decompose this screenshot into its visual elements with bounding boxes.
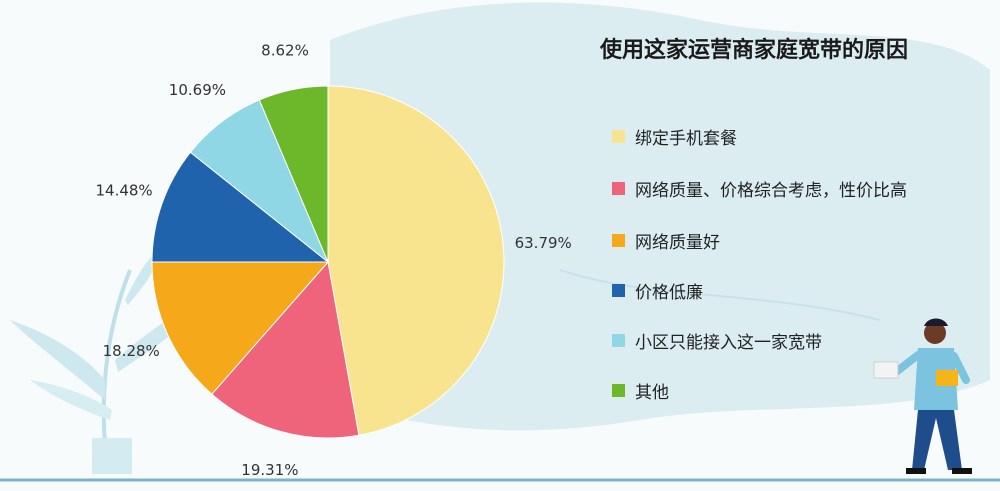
legend-item-quality: 网络质量好 — [612, 228, 720, 253]
pie-label-value: 19.31% — [241, 461, 298, 479]
legend-label: 价格低廉 — [635, 282, 703, 303]
legend-item-only-provider: 小区只能接入这一家宽带 — [612, 328, 822, 353]
legend-label: 网络质量、价格综合考虑，性价比高 — [635, 180, 907, 201]
legend-label: 其他 — [635, 382, 669, 403]
legend-item-value: 网络质量、价格综合考虑，性价比高 — [612, 176, 907, 201]
pie-slices — [151, 85, 505, 439]
pie-label-only-provider: 10.69% — [169, 81, 226, 99]
legend-swatch — [612, 129, 625, 143]
legend-swatch — [612, 333, 625, 347]
chart-title: 使用这家运营商家庭宽带的原因 — [600, 38, 909, 63]
pie-label-bundle: 63.79% — [515, 234, 572, 252]
legend-swatch — [612, 233, 625, 247]
background-curve — [559, 269, 881, 321]
legend-swatch — [612, 181, 625, 195]
legend-item-bundle: 绑定手机套餐 — [612, 124, 737, 149]
pie-slice-quality — [151, 261, 330, 395]
pie-slice-bundle — [327, 85, 505, 436]
pie-slice-price — [151, 151, 330, 263]
background-blob — [330, 2, 990, 431]
legend-swatch — [612, 383, 625, 397]
legend-label: 网络质量好 — [635, 232, 720, 253]
legend-label: 绑定手机套餐 — [635, 128, 737, 149]
pie-slice-other — [258, 85, 329, 263]
pie-label-other: 8.62% — [261, 41, 309, 59]
pie-label-quality: 18.28% — [103, 342, 160, 360]
legend-swatch — [612, 283, 625, 297]
legend-item-price: 价格低廉 — [612, 278, 703, 303]
legend-label: 小区只能接入这一家宽带 — [635, 332, 822, 353]
pie-value-labels: 63.79% 19.31% 18.28% 14.48% 10.69% 8.62% — [95, 41, 571, 479]
pie-label-price: 14.48% — [95, 182, 152, 200]
pie-slice-value — [211, 260, 360, 439]
legend-item-other: 其他 — [612, 378, 669, 403]
person-illustration — [873, 318, 972, 474]
